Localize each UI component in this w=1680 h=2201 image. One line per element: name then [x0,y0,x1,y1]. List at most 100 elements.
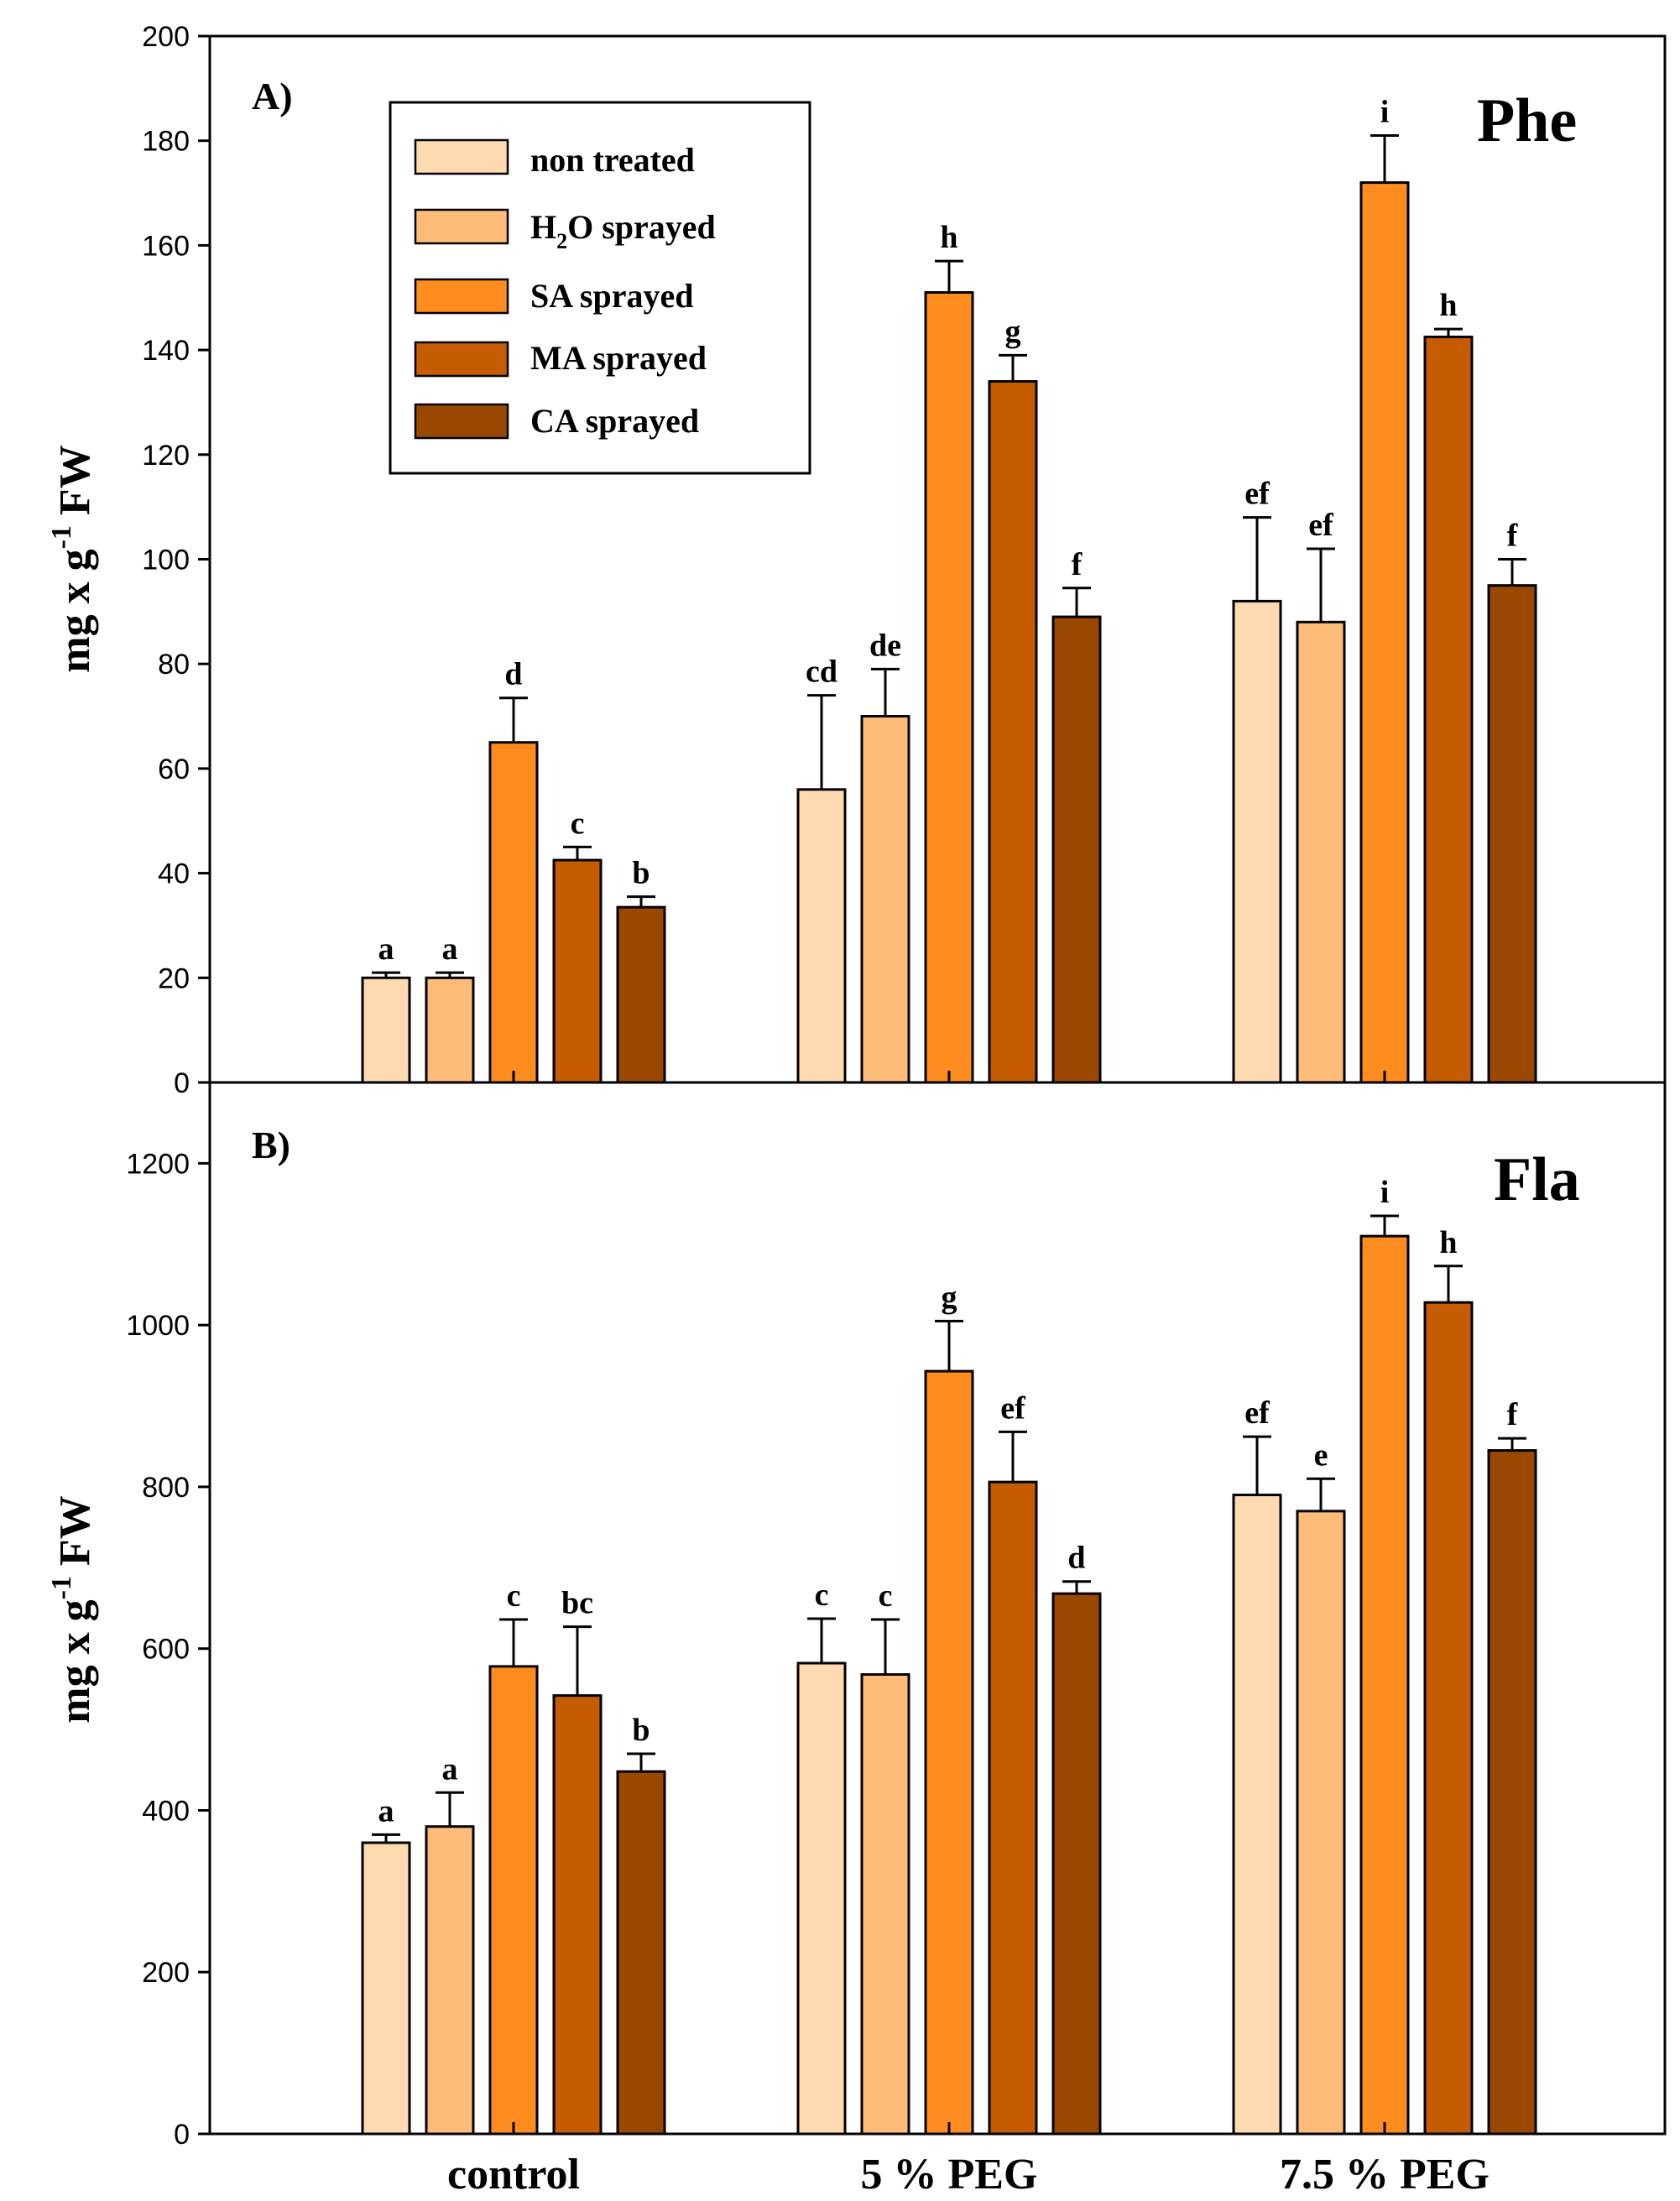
panel-b-sig-label-non_treated-control: a [378,1793,394,1828]
panel-b-y-tick-label: 1000 [126,1310,190,1342]
panel-b-bar-ma_sprayed-5-peg [988,1480,1038,2136]
panel-a-sig-label-ma_sprayed-5-peg: g [1005,314,1021,349]
panel-a-sig-label-sa_sprayed-5-peg: h [940,220,957,255]
panel-b-sig-label-sa_sprayed-control: c [507,1578,521,1614]
panel-a-sig-label-ca_sprayed-5-peg: f [1072,547,1083,582]
panel-a-sig-label-ca_sprayed-7-5-peg: f [1507,519,1519,554]
panel-b-y-tick-label: 200 [142,1957,190,1989]
legend-label-h2o-h: H [530,208,556,246]
panel-a-bar-h2o_sprayed-5-peg [860,715,910,1084]
panel-a-y-tick-label: 160 [142,230,190,262]
panel-a-bar-ma_sprayed-control [552,858,603,1084]
panel-b-bar-ca_sprayed-5-peg [1051,1592,1102,2136]
panel-a-bar-non_treated-7-5-peg [1232,599,1282,1084]
panel-b-bar-ma_sprayed-7-5-peg [1423,1301,1474,2136]
panel-b-sig-label-non_treated-5-peg: c [815,1578,829,1613]
panel-b-sig-label-ca_sprayed-control: b [632,1713,650,1748]
panel-b-y-label-main: mg x g [51,1599,99,1723]
legend-label-ma-sprayed: MA sprayed [530,339,707,377]
legend-swatch-non-treated [414,138,509,175]
panel-a-y-label-main: mg x g [51,549,99,672]
panel-b-bar-sa_sprayed-control [488,1665,539,2136]
panel-a-sig-label-h2o_sprayed-5-peg: de [869,628,901,663]
panel-a-y-tick-label: 60 [158,754,190,785]
panel-a-y-tick-label: 80 [158,649,190,681]
panel-a-bar-sa_sprayed-7-5-peg [1359,181,1410,1084]
panel-b-bar-ca_sprayed-control [616,1770,666,2136]
panel-b-bar-non_treated-7-5-peg [1232,1494,1282,2136]
panel-b-sig-label-ma_sprayed-control: bc [561,1586,593,1621]
panel-a-y-axis: 0 20 40 60 80 100 120 140 160 180 200 [142,21,210,1099]
panel-a-sig-label-h2o_sprayed-7-5-peg: ef [1308,508,1334,543]
panel-b-sig-label-ma_sprayed-7-5-peg: h [1439,1225,1457,1260]
panel-a-sig-label-non_treated-control: a [378,931,394,967]
panel-a-sig-label-sa_sprayed-7-5-peg: i [1380,94,1390,129]
panel-a-label: A) [252,75,293,117]
x-category-label-7-5-peg: 7.5 % PEG [1280,2151,1490,2198]
panel-a-y-tick-label: 40 [158,858,190,890]
panel-a-sig-label-ma_sprayed-7-5-peg: h [1439,288,1457,323]
panel-b-sig-label-h2o_sprayed-7-5-peg: e [1314,1437,1328,1473]
panel-a-bar-sa_sprayed-5-peg [924,291,974,1084]
panel-b-sig-label-sa_sprayed-7-5-peg: i [1380,1175,1390,1210]
legend-label-sa-sprayed: SA sprayed [530,277,694,315]
panel-b-bar-sa_sprayed-5-peg [924,1369,974,2136]
panel-b-sig-label-ca_sprayed-5-peg: d [1067,1541,1085,1576]
panel-a-y-label-sup: -1 [46,525,77,549]
panel-b-sig-label-h2o_sprayed-5-peg: c [879,1578,893,1614]
panel-b-bar-h2o_sprayed-7-5-peg [1296,1510,1346,2136]
panel-b-sig-label-non_treated-7-5-peg: ef [1244,1395,1270,1431]
panel-a-bar-ca_sprayed-control [616,905,666,1084]
legend-swatch-ma-sprayed [414,341,509,378]
panel-a-bar-h2o_sprayed-7-5-peg [1296,620,1346,1084]
legend-swatch-sa-sprayed [414,278,509,315]
panel-b-sig-label-ca_sprayed-7-5-peg: f [1507,1397,1519,1432]
legend-label-h2o-sub: 2 [556,229,567,253]
panel-b-y-tick-label: 0 [174,2119,190,2151]
panel-b-bar-h2o_sprayed-control [425,1825,475,2136]
legend-label-h2o-sprayed: H2O sprayed [530,208,716,253]
panel-b-y-label: mg x g-1 FW [46,1495,99,1723]
panel-a-sig-label-non_treated-5-peg: cd [806,655,837,690]
panel-a-y-label-tail: FW [51,445,99,515]
panel-b-sig-label-ma_sprayed-5-peg: ef [1000,1390,1026,1426]
panel-a-bar-sa_sprayed-control [488,741,539,1084]
panel-a-y-tick-label: 140 [142,335,190,367]
panel-b-y-tick-label: 800 [142,1472,190,1504]
panel-a-bar-non_treated-5-peg [796,788,847,1084]
x-axis: control 5 % PEG 7.5 % PEG [447,1071,1490,2198]
panel-b-y-label-sup: -1 [46,1576,77,1599]
panel-a-sig-label-non_treated-7-5-peg: ef [1244,477,1270,512]
panel-a-bar-h2o_sprayed-control [425,976,475,1084]
panel-b-bar-non_treated-control [361,1841,411,2136]
legend-label-non-treated: non treated [530,141,695,179]
panel-b-bar-h2o_sprayed-5-peg [860,1673,910,2136]
panel-b-bar-ma_sprayed-control [552,1694,603,2136]
panel-a-y-tick-label: 180 [142,126,190,158]
legend: non treated H2O sprayed SA sprayed MA sp… [389,101,811,475]
panel-a-y-tick-label: 120 [142,440,190,472]
panel-a-bar-ca_sprayed-5-peg [1051,615,1102,1084]
panel-b-title: Fla [1494,1145,1580,1214]
panel-b-bar-sa_sprayed-7-5-peg [1359,1234,1410,2136]
panel-a-title: Phe [1477,86,1577,155]
panel-b-sig-label-sa_sprayed-5-peg: g [942,1280,957,1315]
legend-label-h2o-rest: O sprayed [567,208,716,246]
panel-b-y-axis: 0 200 400 600 800 1000 1200 [126,1148,210,2151]
panel-a-sig-label-ma_sprayed-control: c [571,806,585,841]
panel-a-y-label: mg x g-1 FW [46,445,99,672]
legend-swatch-ca-sprayed [414,403,509,440]
panel-b-bar-non_treated-5-peg [796,1661,847,2136]
panel-b-y-label-tail: FW [51,1495,99,1566]
panel-a-y-tick-label: 20 [158,962,190,994]
panel-a-sig-label-sa_sprayed-control: d [504,657,522,692]
panel-a-sig-label-h2o_sprayed-control: a [442,931,458,967]
panel-b-bar-ca_sprayed-7-5-peg [1487,1449,1537,2136]
panel-a-bar-ma_sprayed-7-5-peg [1423,336,1474,1084]
panel-a-bar-ca_sprayed-7-5-peg [1487,584,1537,1084]
panel-a-y-tick-label: 100 [142,545,190,576]
x-category-label-5-peg: 5 % PEG [861,2151,1038,2198]
